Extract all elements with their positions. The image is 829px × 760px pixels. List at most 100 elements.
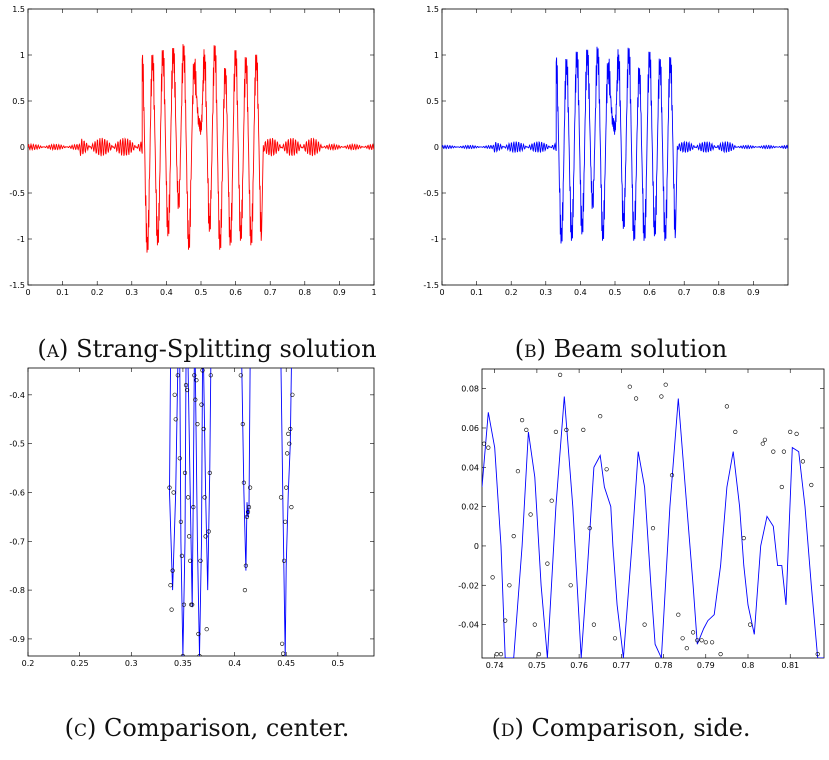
data-point-marker <box>511 534 516 539</box>
data-point-marker <box>241 480 246 485</box>
data-point-marker <box>794 431 799 436</box>
y-tick-label: 0 <box>474 542 479 551</box>
x-tick-label: 0.78 <box>655 661 673 670</box>
caption-c-text: Comparison, center. <box>104 714 350 742</box>
x-tick-label: 0.9 <box>747 288 760 297</box>
y-tick-label: -1 <box>431 235 439 244</box>
data-point-marker <box>532 622 537 627</box>
x-tick-label: 0.7 <box>264 288 277 297</box>
panel-d: 0.74 0.75 0.76 0.77 0.78 0.79 0.8 0.81 -0.04 -0.0… <box>414 360 829 690</box>
y-tick-label: -0.02 <box>458 581 479 590</box>
x-tick-label: 0.4 <box>574 288 587 297</box>
series-line <box>169 368 179 591</box>
plot-frame <box>27 367 375 657</box>
x-tick-label: 0.9 <box>333 288 346 297</box>
y-tick-label: -0.7 <box>9 537 25 546</box>
data-point-marker <box>170 568 175 573</box>
x-tick-label: 0.4 <box>160 288 173 297</box>
panel-a: 0 0.1 0.2 0.3 0.4 0.5 0.6 0.7 0.8 0.9 1 -1.5 -1 -0.5 0… <box>0 0 414 300</box>
data-point-marker <box>208 373 213 378</box>
data-point-marker <box>178 519 183 524</box>
data-point-marker <box>195 421 200 427</box>
y-tick-label: -1 <box>17 235 25 244</box>
data-point-marker <box>718 652 723 657</box>
data-point-marker <box>243 563 248 568</box>
data-point-marker <box>710 640 715 645</box>
data-point-marker <box>627 384 632 389</box>
x-tick-label: 0.35 <box>174 659 192 668</box>
chart-comparison-center: 0.2 0.25 0.3 0.35 0.4 0.45 0.5 -0.9 -0.8 -0.7 -0.6… <box>9 367 375 668</box>
data-point-marker <box>642 622 647 627</box>
data-point-marker <box>285 451 290 456</box>
panel-b: 0 0.1 0.2 0.3 0.4 0.5 0.6 0.7 0.8 0.9 -1.5 -1 -0.5 0 0… <box>414 0 829 300</box>
data-point-marker <box>486 445 491 450</box>
series-line <box>280 368 292 656</box>
y-tick-label: 1 <box>434 51 439 60</box>
data-point-marker <box>280 641 285 646</box>
x-tick-label: 1 <box>371 288 376 297</box>
series-line <box>482 396 824 658</box>
chart-beam-solution: 0 0.1 0.2 0.3 0.4 0.5 0.6 0.7 0.8 0.9 -1.5 -1 -0.5 0 0… <box>423 5 789 297</box>
x-tick-label: 0 <box>25 288 30 297</box>
data-point-marker <box>197 653 202 656</box>
x-tick-label: 0.4 <box>228 659 241 668</box>
y-tick-label: 0.08 <box>461 385 479 394</box>
data-point-marker <box>650 526 656 531</box>
y-tick-label: -0.6 <box>9 488 25 497</box>
caption-d-letter: (d) <box>491 714 524 742</box>
data-point-marker <box>549 498 554 503</box>
x-tick-label: 0.5 <box>331 659 344 668</box>
data-point-marker <box>760 441 765 446</box>
data-point-marker <box>287 441 292 446</box>
data-point-marker <box>815 652 820 657</box>
x-tick-label: 0.7 <box>678 288 691 297</box>
data-point-marker <box>581 427 586 432</box>
data-point-marker <box>503 618 508 623</box>
data-point-marker <box>190 602 195 607</box>
data-point-marker <box>568 583 573 588</box>
data-point-marker <box>684 646 689 651</box>
data-point-marker <box>238 373 243 378</box>
data-point-marker <box>245 509 251 515</box>
data-point-marker <box>659 394 664 399</box>
data-point-marker <box>669 473 675 478</box>
data-point-marker <box>185 387 190 393</box>
data-point-marker <box>246 505 252 510</box>
data-point-marker <box>724 404 730 409</box>
caption-a-letter: (a) <box>37 335 69 363</box>
x-tick-label: 0.74 <box>486 661 504 670</box>
data-point-marker <box>182 470 188 475</box>
data-point-marker <box>207 470 212 475</box>
y-tick-label: 0 <box>434 143 439 152</box>
y-tick-label: -0.5 <box>9 440 25 449</box>
x-tick-label: 0.79 <box>697 661 715 670</box>
data-point-marker <box>204 627 209 632</box>
data-point-marker <box>524 427 529 432</box>
data-point-marker <box>800 459 806 464</box>
data-point-marker <box>703 640 708 645</box>
y-tick-label: -0.8 <box>9 586 25 595</box>
chart-comparison-side: 0.74 0.75 0.76 0.77 0.78 0.79 0.8 0.81 -0.04 -0.0… <box>458 368 825 670</box>
data-point-marker <box>187 534 192 539</box>
data-point-marker <box>507 583 512 588</box>
data-point-marker <box>604 467 609 472</box>
data-point-marker <box>193 397 198 402</box>
caption-c: (c) Comparison, center. <box>0 714 414 742</box>
data-point-marker <box>168 583 173 588</box>
plot-frame <box>481 368 825 659</box>
y-tick-label: 0.06 <box>461 424 479 433</box>
caption-b-text: Beam solution <box>553 335 728 363</box>
data-point-marker <box>206 529 211 534</box>
data-point-marker <box>288 426 293 432</box>
data-point-marker <box>591 622 596 627</box>
caption-b-letter: (b) <box>514 335 546 363</box>
chart-strang-splitting: 0 0.1 0.2 0.3 0.4 0.5 0.6 0.7 0.8 0.9 1 -1.5 -1 -0.5 0… <box>9 5 376 297</box>
data-point-marker <box>240 421 245 427</box>
data-point-marker <box>553 429 558 434</box>
data-point-marker <box>528 512 533 517</box>
data-point-marker <box>482 441 487 446</box>
data-point-marker <box>779 484 784 490</box>
x-tick-label: 0.1 <box>470 288 483 297</box>
data-point-marker <box>741 536 746 541</box>
data-point-marker <box>598 414 603 419</box>
